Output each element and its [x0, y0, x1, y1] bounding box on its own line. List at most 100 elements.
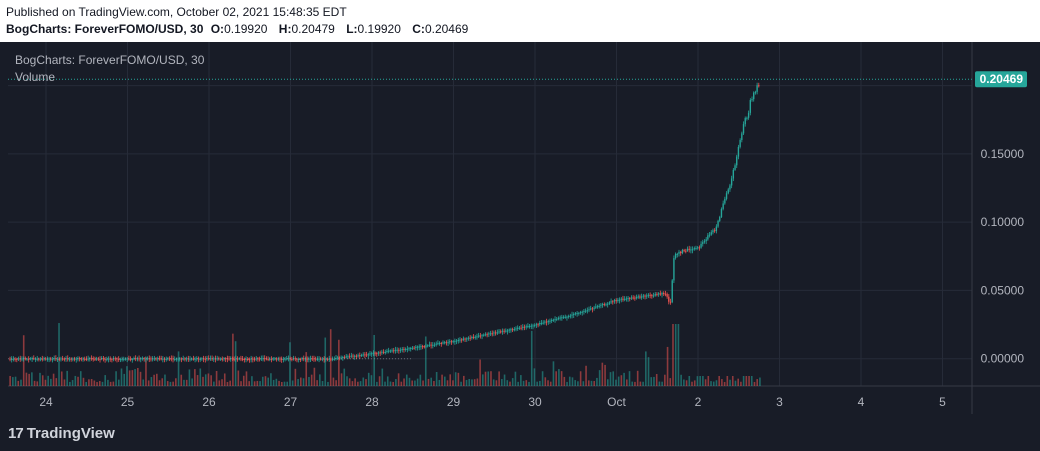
candle [413, 347, 415, 349]
volume-bar [696, 376, 699, 386]
volume-bar [251, 376, 253, 386]
candle [16, 358, 18, 360]
candle [730, 178, 733, 186]
volume-bar [164, 374, 166, 386]
volume-bar [278, 380, 280, 386]
candle [579, 312, 582, 314]
volume-bar [645, 351, 647, 386]
candle [235, 358, 237, 360]
volume-bar [107, 379, 109, 386]
candle [525, 326, 527, 328]
brand-name: TradingView [26, 425, 115, 442]
candle [664, 293, 667, 295]
candle [270, 358, 273, 360]
candle [678, 251, 680, 254]
volume-bar [120, 368, 123, 386]
candle [345, 356, 347, 358]
volume-bar [367, 372, 370, 386]
candle [219, 358, 222, 360]
volume-bar [468, 378, 471, 386]
candle [669, 301, 672, 303]
volume-bar [579, 371, 582, 386]
candle [221, 358, 223, 360]
volume-bar [479, 359, 481, 386]
volume-bar [617, 376, 620, 386]
volume-bar [139, 371, 142, 386]
candle [550, 320, 553, 322]
low-label: L:0.19920 [346, 22, 401, 36]
volume-bar [544, 377, 547, 386]
candle [688, 248, 690, 250]
candle [513, 329, 516, 331]
candle [540, 322, 543, 324]
volume-bar [742, 376, 745, 386]
candle [496, 332, 499, 334]
candle [286, 358, 288, 360]
candle [612, 301, 614, 303]
candle [393, 350, 395, 352]
candle [438, 342, 441, 344]
candle [564, 316, 566, 318]
volume-bar [446, 380, 449, 386]
chart-area[interactable]: 0.00000 0.05000 0.10000 0.15000 24 25 26 27 28 29… [0, 42, 1040, 415]
volume-bar [454, 372, 457, 386]
volume-bar [327, 381, 329, 386]
candle [267, 359, 269, 361]
candle [111, 359, 113, 361]
close-label: C:0.20469 [412, 22, 469, 36]
candle [398, 349, 400, 351]
candle [350, 355, 353, 357]
volume-bar [636, 370, 639, 386]
candle [708, 234, 711, 236]
candle [596, 306, 599, 308]
candle [236, 358, 239, 360]
volume-bar [196, 375, 199, 386]
volume-bar [438, 379, 441, 386]
volume-bar [302, 378, 305, 386]
volume-bar [457, 372, 460, 386]
candle [696, 247, 699, 249]
volume-bar [506, 380, 509, 386]
candle [39, 358, 42, 360]
volume-bar [427, 378, 430, 386]
candle [425, 345, 427, 347]
volume-bar [528, 381, 530, 386]
candle [691, 249, 694, 251]
candle [291, 358, 293, 360]
volume-bar [650, 377, 653, 386]
candle [756, 85, 758, 92]
volume-bar [142, 379, 145, 386]
volume-bar [90, 378, 93, 386]
candle [204, 358, 206, 360]
candle [134, 358, 137, 360]
candle [725, 193, 728, 199]
volume-bar [702, 376, 704, 386]
volume-bar [354, 378, 356, 386]
candle [60, 358, 62, 360]
candle [17, 358, 20, 360]
volume-bar [188, 369, 191, 386]
candle [185, 358, 188, 360]
volume-bar [50, 378, 52, 386]
candle [333, 358, 336, 360]
volume-bar [223, 373, 226, 386]
volume-bar [204, 374, 207, 386]
candle [600, 304, 602, 306]
candle [119, 359, 122, 361]
candle [484, 334, 487, 336]
volume-bar [598, 370, 601, 386]
candle [155, 358, 157, 360]
candle [314, 358, 317, 360]
candle [80, 358, 83, 360]
tradingview-logo[interactable]: 17 TradingView [8, 425, 115, 442]
candle [180, 358, 183, 360]
candle [408, 348, 410, 350]
volume-bar [449, 374, 452, 386]
candle [549, 320, 551, 322]
candle [335, 357, 337, 359]
volume-bar [590, 380, 593, 386]
volume-bar [520, 375, 522, 386]
candle [421, 346, 424, 348]
volume-bar [612, 371, 615, 386]
